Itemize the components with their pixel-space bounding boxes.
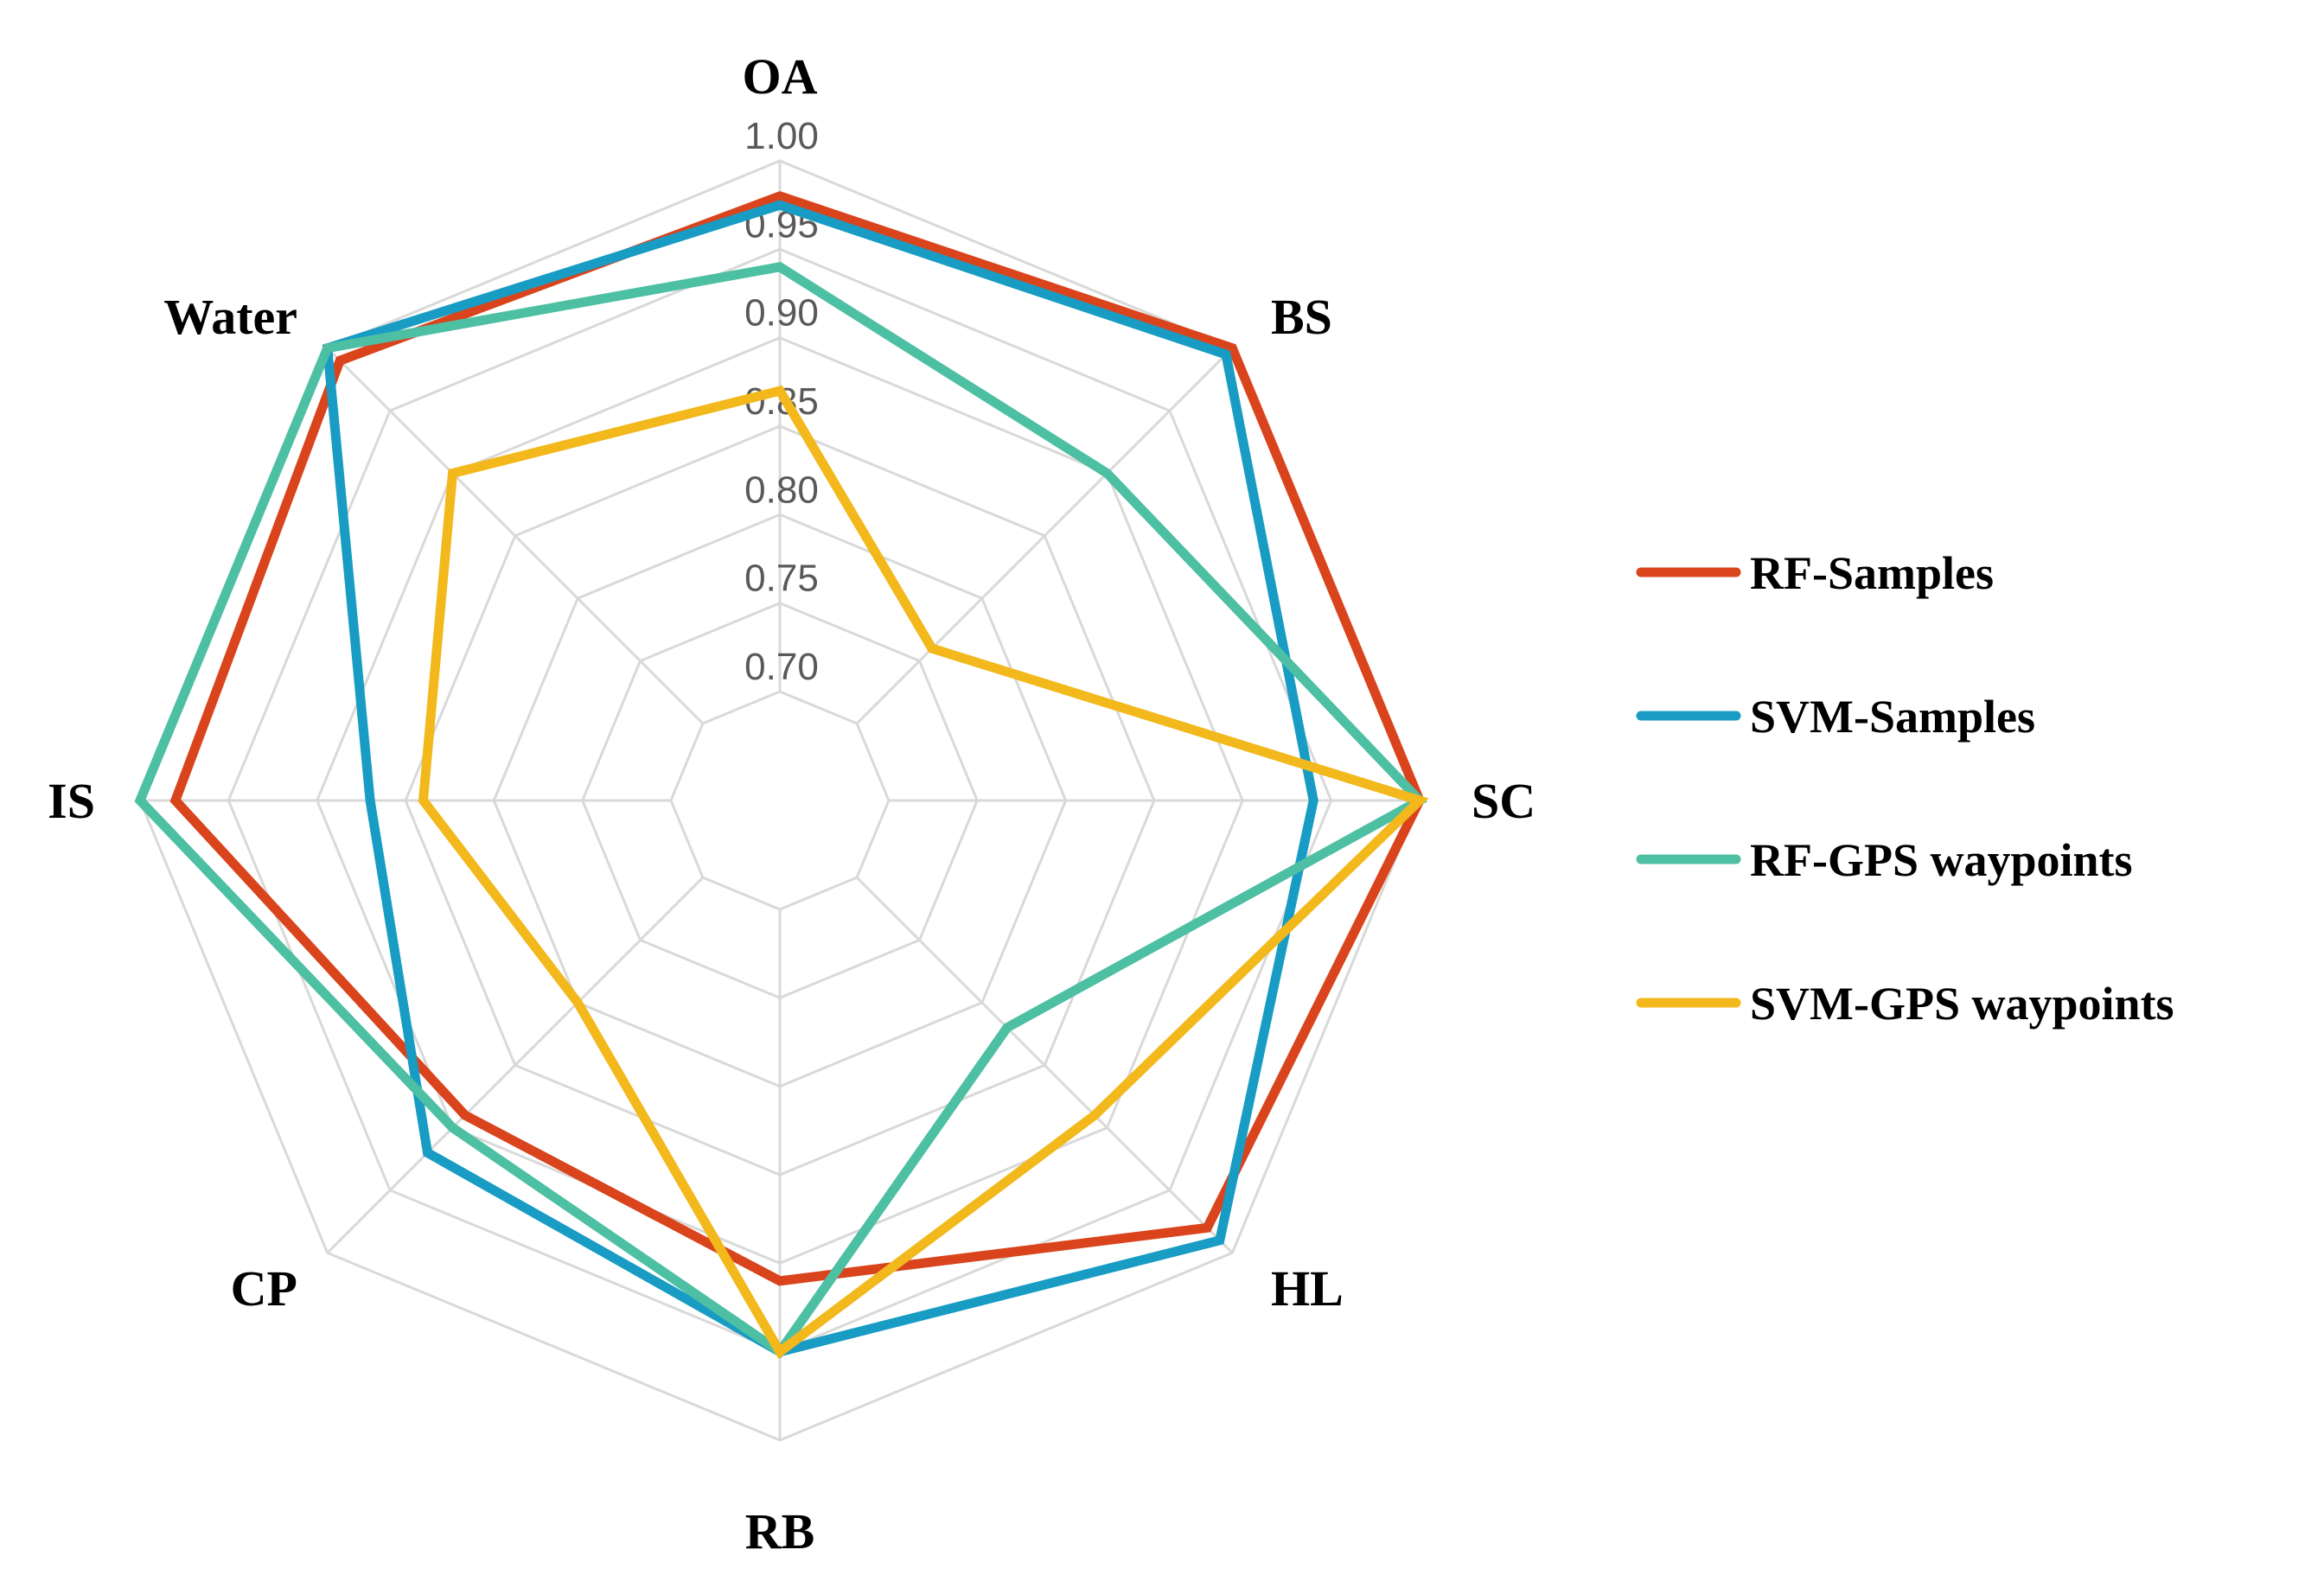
- tick-label: 0.75: [744, 558, 819, 600]
- series-line-rf-samples: [169, 191, 1426, 1286]
- legend-label-rf-samples: RF-Samples: [1750, 547, 1994, 599]
- grid-ring-0.70: [669, 690, 891, 911]
- axis-label-cp: CP: [231, 1260, 297, 1317]
- axis-label-water: Water: [163, 289, 297, 345]
- legend: RF-Samples SVM-Samples RF-GPS waypoints SVM…: [1636, 547, 2174, 1030]
- legend-item-svm-samples: SVM-Samples: [1636, 691, 2035, 743]
- tick-label: 0.70: [744, 646, 819, 688]
- legend-item-rf-samples: RF-Samples: [1636, 547, 1994, 599]
- legend-item-rf-gps-waypoints: RF-GPS waypoints: [1636, 834, 2133, 886]
- legend-label-rf-gps-waypoints: RF-GPS waypoints: [1750, 834, 2133, 886]
- series-line-svm-samples: [322, 200, 1318, 1357]
- tick-label: 0.80: [744, 469, 819, 511]
- axis-label-oa: OA: [743, 48, 818, 105]
- tick-label: 1.00: [744, 115, 819, 157]
- axis-label-hl: HL: [1271, 1260, 1344, 1317]
- axis-labels: OA BS SC HL RB CP IS Water: [48, 48, 1536, 1559]
- legend-label-svm-samples: SVM-Samples: [1750, 691, 2035, 743]
- series-lines: [134, 191, 1429, 1359]
- legend-label-svm-gps-waypoints: SVM-GPS waypoints: [1750, 978, 2174, 1030]
- axis-label-rb: RB: [745, 1503, 815, 1559]
- grid-spoke-cp: [326, 877, 704, 1254]
- axis-label-bs: BS: [1271, 289, 1332, 345]
- tick-label: 0.90: [744, 292, 819, 335]
- series-line-svm-gps-waypoints: [418, 385, 1429, 1359]
- legend-item-svm-gps-waypoints: SVM-GPS waypoints: [1636, 978, 2174, 1030]
- axis-label-is: IS: [48, 773, 95, 829]
- grid-spoke-water: [326, 347, 704, 724]
- grid-spoke-hl: [856, 877, 1234, 1254]
- axis-label-sc: SC: [1472, 773, 1536, 829]
- grid-spoke-bs: [856, 347, 1234, 724]
